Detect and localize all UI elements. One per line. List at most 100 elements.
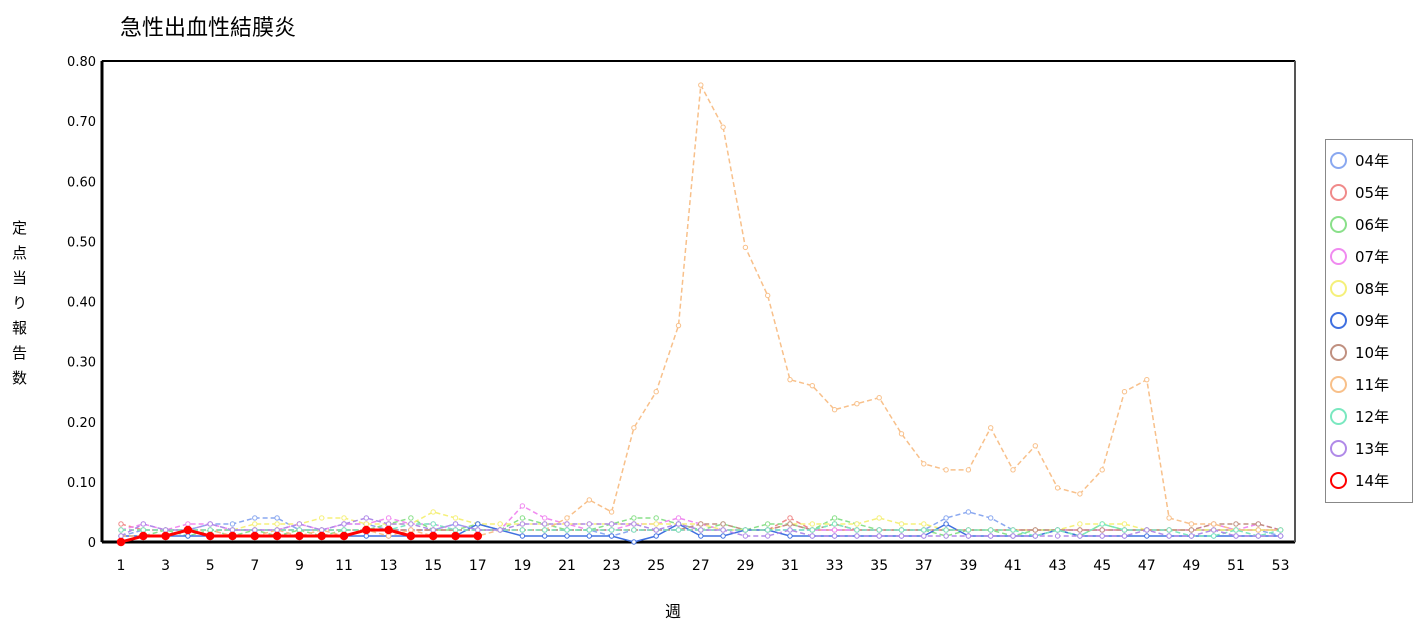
- x-tick-label: 41: [1004, 558, 1022, 574]
- data-point: [519, 533, 526, 539]
- data-point: [988, 527, 994, 533]
- y-tick-label: 0.60: [67, 175, 96, 190]
- data-point: [608, 533, 615, 539]
- data-point: [1010, 467, 1016, 473]
- x-tick-label: 45: [1093, 558, 1111, 574]
- data-point: [406, 531, 416, 541]
- data-point: [698, 533, 704, 539]
- data-point: [185, 533, 191, 539]
- legend-label: 05年: [1355, 183, 1390, 202]
- data-point: [720, 527, 726, 533]
- legend-label: 09年: [1355, 311, 1390, 330]
- x-tick-label: 25: [647, 558, 665, 574]
- data-point: [854, 533, 860, 539]
- data-point: [1233, 521, 1239, 527]
- legend-label: 06年: [1355, 215, 1390, 234]
- legend-marker: [1330, 343, 1347, 361]
- data-point: [943, 515, 949, 521]
- data-point: [921, 533, 927, 539]
- data-point: [363, 515, 369, 521]
- data-point: [742, 244, 749, 251]
- x-tick-labels: 1 3 5 7 9 11 13 15 17 19 21 23 25 27 29 31 33 35 37 39 41 43 4…: [117, 558, 1290, 574]
- data-point: [452, 521, 459, 527]
- x-tick-label: 53: [1272, 558, 1290, 574]
- data-point: [116, 537, 126, 547]
- data-point: [988, 425, 994, 431]
- data-point: [965, 467, 972, 473]
- legend-marker: [1330, 439, 1347, 457]
- legend-label: 07年: [1355, 247, 1390, 266]
- data-point: [1077, 521, 1083, 527]
- data-point: [341, 515, 347, 521]
- x-tick-label: 43: [1049, 558, 1067, 574]
- data-point: [408, 527, 414, 533]
- data-point: [988, 515, 994, 521]
- data-point: [1077, 491, 1083, 497]
- legend-marker: [1330, 311, 1347, 329]
- data-point: [162, 527, 169, 533]
- data-point: [965, 509, 972, 515]
- data-point: [1054, 485, 1061, 491]
- data-point: [653, 388, 659, 395]
- legend-item: 13年: [1326, 432, 1412, 464]
- data-point: [720, 124, 726, 130]
- x-tick-label: 17: [469, 558, 487, 574]
- data-point: [898, 431, 905, 437]
- data-point: [295, 531, 304, 541]
- data-point: [921, 527, 927, 533]
- x-tick-label: 35: [870, 558, 888, 574]
- plot-frame: [101, 60, 1296, 543]
- data-point: [408, 515, 414, 521]
- data-point: [497, 521, 503, 527]
- x-tick-label: 9: [295, 558, 304, 574]
- data-point: [608, 509, 615, 515]
- data-point: [675, 521, 682, 527]
- data-point: [1255, 533, 1262, 539]
- data-point: [1166, 527, 1172, 533]
- data-point: [943, 533, 949, 539]
- legend-marker: [1330, 407, 1347, 425]
- data-point: [339, 531, 349, 541]
- data-point: [653, 521, 659, 527]
- data-point: [205, 531, 215, 541]
- data-point: [319, 515, 325, 521]
- data-point: [1077, 527, 1083, 533]
- data-point: [809, 521, 815, 527]
- legend-item: 14年: [1326, 464, 1412, 496]
- data-point: [207, 521, 213, 527]
- legend: 04年 05年 06年 07年 08年 09年 10年 11年 12年 13年 14年: [1325, 139, 1413, 503]
- y-tick-label: 0.50: [67, 235, 96, 250]
- data-point: [274, 515, 280, 521]
- data-point: [675, 515, 682, 521]
- y-tick-label: 0.20: [67, 416, 96, 431]
- data-point: [1121, 527, 1128, 533]
- data-point: [317, 531, 326, 541]
- legend-marker: [1330, 151, 1347, 169]
- data-point: [787, 527, 793, 533]
- legend-item: 05年: [1326, 176, 1412, 208]
- y-tick-label: 0.40: [67, 296, 96, 311]
- x-tick-label: 11: [335, 558, 353, 574]
- data-point: [564, 527, 570, 533]
- data-point: [1211, 521, 1217, 527]
- data-point: [653, 527, 659, 533]
- legend-marker: [1330, 215, 1347, 233]
- data-point: [1054, 533, 1061, 539]
- data-point: [519, 521, 526, 527]
- data-point: [519, 515, 526, 521]
- data-point: [252, 515, 258, 521]
- data-point: [876, 533, 882, 539]
- data-point: [653, 533, 659, 539]
- data-point: [608, 527, 615, 533]
- data-point: [408, 521, 414, 527]
- data-point: [296, 527, 303, 533]
- data-point: [341, 521, 347, 527]
- data-point: [1054, 527, 1061, 533]
- data-point: [452, 527, 459, 533]
- data-point: [1188, 521, 1195, 527]
- data-point: [787, 521, 793, 527]
- data-point: [475, 527, 481, 533]
- data-point: [385, 521, 392, 527]
- legend-label: 10年: [1355, 343, 1390, 362]
- data-point: [542, 521, 548, 527]
